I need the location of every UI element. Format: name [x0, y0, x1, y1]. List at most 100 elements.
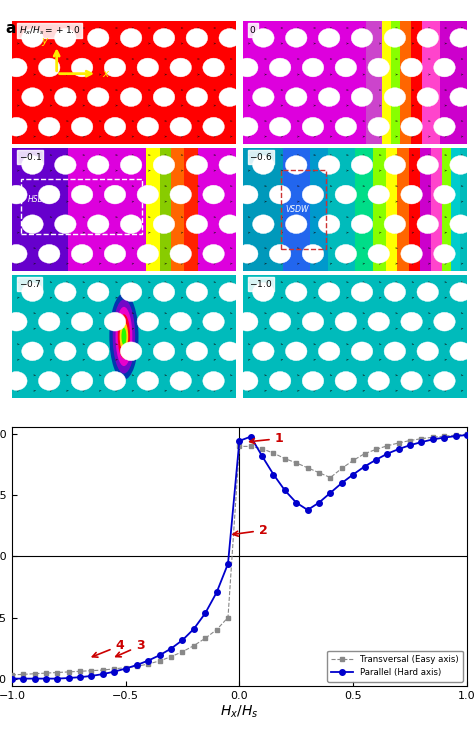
- Ellipse shape: [186, 155, 208, 174]
- Ellipse shape: [137, 244, 159, 263]
- Parallel (Hard axis): [464, 431, 470, 439]
- Bar: [451, 148, 460, 271]
- Transversal (Easy axis): [77, 667, 83, 676]
- Ellipse shape: [302, 117, 324, 136]
- Ellipse shape: [450, 29, 471, 47]
- Ellipse shape: [450, 155, 471, 174]
- Transversal (Easy axis): [214, 626, 219, 634]
- Ellipse shape: [417, 88, 438, 107]
- Transversal (Easy axis): [237, 442, 242, 451]
- Ellipse shape: [22, 342, 43, 361]
- Ellipse shape: [253, 283, 274, 302]
- Parallel (Hard axis): [271, 470, 276, 479]
- Parallel (Hard axis): [350, 470, 356, 479]
- Text: $H_x/H_s = +1.0$: $H_x/H_s = +1.0$: [18, 24, 81, 37]
- Ellipse shape: [219, 283, 240, 302]
- Ellipse shape: [285, 29, 307, 47]
- Parallel (Hard axis): [157, 651, 163, 659]
- Ellipse shape: [219, 215, 240, 233]
- Ellipse shape: [153, 283, 175, 302]
- Parallel (Hard axis): [43, 674, 49, 683]
- Ellipse shape: [203, 372, 224, 390]
- Ellipse shape: [6, 185, 27, 204]
- Ellipse shape: [335, 117, 356, 136]
- Transversal (Easy axis): [111, 665, 117, 673]
- Ellipse shape: [153, 215, 175, 233]
- Ellipse shape: [22, 215, 43, 233]
- Ellipse shape: [120, 29, 142, 47]
- Ellipse shape: [22, 88, 43, 107]
- Ellipse shape: [120, 283, 142, 302]
- Bar: [431, 148, 442, 271]
- Ellipse shape: [351, 342, 373, 361]
- Ellipse shape: [434, 372, 455, 390]
- Transversal (Easy axis): [441, 432, 447, 441]
- Ellipse shape: [253, 88, 274, 107]
- Ellipse shape: [203, 117, 224, 136]
- Ellipse shape: [401, 58, 422, 77]
- Ellipse shape: [450, 88, 471, 107]
- Text: 2: 2: [233, 524, 267, 537]
- Ellipse shape: [417, 215, 438, 233]
- Ellipse shape: [22, 29, 43, 47]
- Ellipse shape: [253, 155, 274, 174]
- Parallel (Hard axis): [362, 462, 367, 471]
- Ellipse shape: [335, 58, 356, 77]
- Parallel (Hard axis): [77, 673, 83, 682]
- Transversal (Easy axis): [293, 459, 299, 467]
- Bar: [373, 148, 386, 271]
- Parallel (Hard axis): [248, 432, 254, 441]
- Ellipse shape: [38, 185, 60, 204]
- Ellipse shape: [170, 312, 191, 331]
- Ellipse shape: [186, 215, 208, 233]
- Ellipse shape: [118, 314, 130, 358]
- Ellipse shape: [417, 283, 438, 302]
- Ellipse shape: [253, 29, 274, 47]
- Parallel (Hard axis): [419, 438, 424, 447]
- Parallel (Hard axis): [134, 660, 140, 669]
- Parallel (Hard axis): [316, 498, 322, 507]
- Transversal (Easy axis): [225, 613, 231, 622]
- Ellipse shape: [55, 342, 76, 361]
- Transversal (Easy axis): [453, 431, 458, 439]
- Bar: [409, 148, 420, 271]
- Parallel (Hard axis): [202, 609, 208, 618]
- Ellipse shape: [237, 312, 258, 331]
- Text: HSDW: HSDW: [27, 195, 52, 204]
- Ellipse shape: [203, 185, 224, 204]
- Ellipse shape: [6, 372, 27, 390]
- Ellipse shape: [237, 58, 258, 77]
- Parallel (Hard axis): [328, 489, 333, 498]
- Bar: [171, 148, 184, 271]
- Ellipse shape: [71, 312, 93, 331]
- Transversal (Easy axis): [146, 659, 151, 668]
- Ellipse shape: [55, 155, 76, 174]
- Ellipse shape: [285, 342, 307, 361]
- Ellipse shape: [6, 244, 27, 263]
- Ellipse shape: [302, 185, 324, 204]
- Ellipse shape: [434, 58, 455, 77]
- Ellipse shape: [116, 307, 132, 366]
- Ellipse shape: [186, 88, 208, 107]
- Ellipse shape: [285, 283, 307, 302]
- Ellipse shape: [368, 117, 390, 136]
- Ellipse shape: [71, 185, 93, 204]
- Ellipse shape: [38, 312, 60, 331]
- Ellipse shape: [137, 312, 159, 331]
- Ellipse shape: [434, 312, 455, 331]
- Ellipse shape: [120, 215, 142, 233]
- Ellipse shape: [88, 88, 109, 107]
- Ellipse shape: [6, 58, 27, 77]
- Ellipse shape: [384, 283, 406, 302]
- Parallel (Hard axis): [305, 506, 310, 514]
- Ellipse shape: [285, 215, 307, 233]
- Ellipse shape: [335, 185, 356, 204]
- Transversal (Easy axis): [316, 468, 322, 477]
- Bar: [281, 170, 326, 249]
- Ellipse shape: [219, 29, 240, 47]
- Parallel (Hard axis): [259, 452, 265, 461]
- Ellipse shape: [120, 155, 142, 174]
- Ellipse shape: [269, 244, 291, 263]
- Ellipse shape: [137, 372, 159, 390]
- Bar: [366, 21, 382, 144]
